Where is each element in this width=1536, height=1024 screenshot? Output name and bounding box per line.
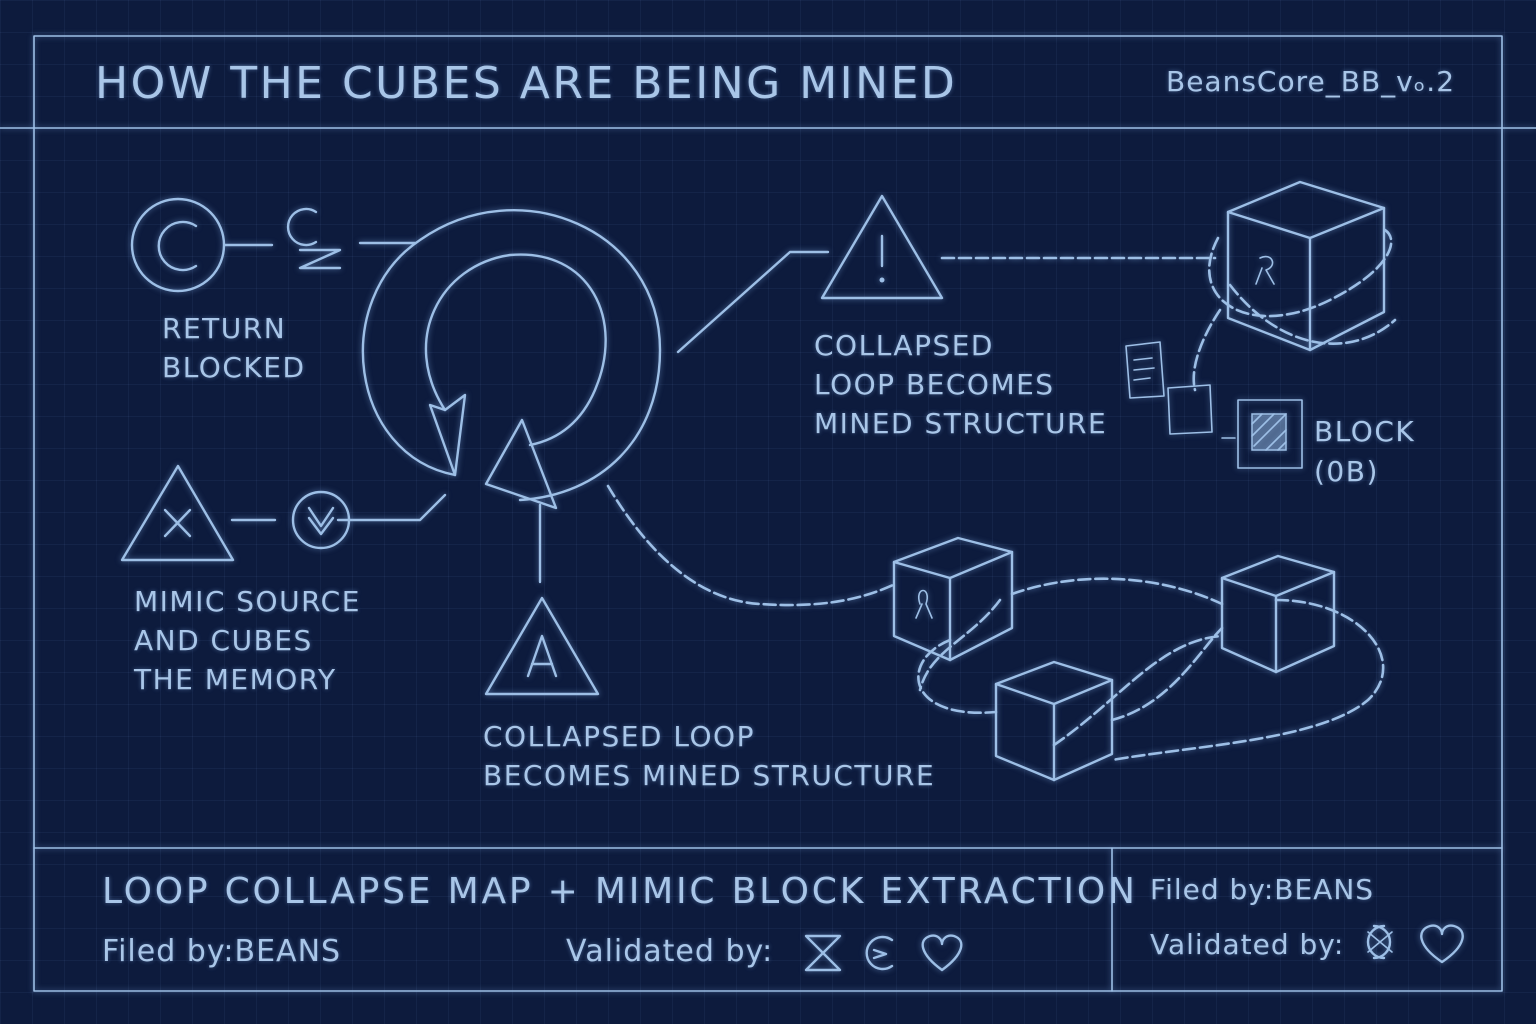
chain-wrap-top-cube xyxy=(1207,228,1397,345)
chain-loop xyxy=(917,577,1385,762)
mined-cube-top-icon xyxy=(1226,180,1386,352)
collapsed-top-line3: MINED STRUCTURE xyxy=(814,407,1108,440)
footer-title: LOOP COLLAPSE MAP + MIMIC BLOCK EXTRACTI… xyxy=(102,871,1138,912)
heart-icon xyxy=(1420,924,1464,964)
side-filed-by: Filed by:BEANS xyxy=(1150,870,1374,909)
page-title: HOW THE CUBES ARE BEING MINED xyxy=(95,58,958,109)
version-label: BeansCore_BB_vₒ.2 xyxy=(1166,65,1456,98)
collapsed-bottom-line2: BECOMES MINED STRUCTURE xyxy=(483,759,936,792)
collapsed-bottom-line1: COLLAPSED LOOP xyxy=(483,720,755,753)
collapsed-top-line1: COLLAPSED xyxy=(814,329,994,362)
hourglass-icon xyxy=(286,207,342,270)
block-chip-icon xyxy=(1237,399,1303,469)
chain-bottom xyxy=(606,484,895,607)
hourglass-icon xyxy=(804,934,842,972)
block-line2: (0B) xyxy=(1314,455,1379,488)
return-blocked-line2: BLOCKED xyxy=(162,351,306,384)
collapsed-loop-top-label: COLLAPSED LOOP BECOMES MINED STRUCTURE xyxy=(814,326,1107,443)
mimic-source-line3: THE MEMORY xyxy=(134,663,337,696)
block-label: BLOCK (0B) xyxy=(1314,412,1415,492)
footer-validated-by: Validated by: xyxy=(566,932,773,971)
mined-cube-bottom-icon xyxy=(994,660,1114,782)
return-blocked-line1: RETURN xyxy=(162,312,287,345)
mimic-source-line1: MIMIC SOURCE xyxy=(134,585,361,618)
a-triangle-icon xyxy=(484,596,600,696)
double-c-sigil-icon xyxy=(1366,924,1393,960)
footer-filed-label: Filed by: xyxy=(102,934,235,969)
warning-exclamation-triangle-icon xyxy=(820,194,944,300)
collapsed-loop-bottom-label: COLLAPSED LOOP BECOMES MINED STRUCTURE xyxy=(483,717,935,795)
folder-icon xyxy=(1167,384,1213,435)
collapsed-top-line2: LOOP BECOMES xyxy=(814,368,1055,401)
mimic-source-label: MIMIC SOURCE AND CUBES THE MEMORY xyxy=(134,582,361,699)
side-filed-value: BEANS xyxy=(1274,873,1375,906)
warning-x-triangle-icon xyxy=(120,464,235,562)
collapsed-loop-arrow-icon xyxy=(361,209,662,510)
copyright-circle-icon xyxy=(130,197,226,293)
side-validated-by: Validated by: xyxy=(1150,925,1344,964)
footer-filed-value: BEANS xyxy=(234,934,342,969)
side-filed-label: Filed by: xyxy=(1150,873,1275,906)
mimic-source-line2: AND CUBES xyxy=(134,624,313,657)
return-blocked-label: RETURN BLOCKED xyxy=(162,309,306,387)
footer-validated-label: Validated by: xyxy=(566,934,774,969)
document-icon xyxy=(1125,341,1165,399)
outer-frame xyxy=(33,35,1503,992)
footer-validated-icons xyxy=(804,934,963,972)
block-line1: BLOCK xyxy=(1314,415,1416,448)
footer-filed-by: Filed by:BEANS xyxy=(102,932,341,971)
heart-icon xyxy=(921,934,963,972)
side-validated-icons xyxy=(1366,924,1464,964)
return-sigil-icon xyxy=(865,935,894,971)
side-validated-label: Validated by: xyxy=(1150,928,1345,961)
mined-cube-left-icon xyxy=(892,536,1014,662)
mined-cube-right-icon xyxy=(1220,554,1336,674)
chain-down xyxy=(1192,308,1222,392)
